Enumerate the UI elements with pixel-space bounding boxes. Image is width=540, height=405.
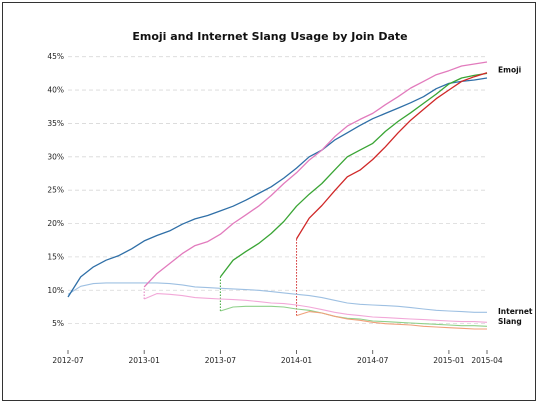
x-tick-label: 2013-07 [205, 356, 237, 365]
series-end-label: Slang [498, 317, 522, 326]
series-end-label: Emoji [498, 66, 521, 75]
y-tick-label: 35% [47, 119, 64, 128]
x-tick-label: 2014-07 [357, 356, 389, 365]
y-tick-label: 30% [47, 152, 64, 161]
y-tick-label: 10% [47, 286, 64, 295]
x-tick-label: 2015-01 [433, 356, 465, 365]
chart-frame [2, 2, 536, 401]
series-line-emoji [67, 77, 488, 298]
chart-title: Emoji and Internet Slang Usage by Join D… [132, 30, 408, 43]
y-tick-label: 45% [47, 52, 64, 61]
series-line-emoji [295, 72, 488, 240]
y-tick-label: 5% [52, 319, 64, 328]
series-line-slang [143, 293, 488, 323]
series-end-label: Internet [498, 307, 533, 316]
series-line-slang [296, 311, 487, 330]
x-tick-label: 2013-01 [129, 356, 161, 365]
series-line-slang [220, 305, 488, 327]
series-line-slang [67, 282, 487, 313]
y-tick-label: 40% [47, 86, 64, 95]
series-line-emoji [219, 72, 488, 278]
x-tick-label: 2012-07 [52, 356, 84, 365]
y-tick-label: 20% [47, 219, 64, 228]
x-tick-label: 2015-04 [471, 356, 503, 365]
series-line-emoji [143, 61, 488, 288]
x-tick-label: 2014-01 [281, 356, 313, 365]
y-tick-label: 15% [47, 252, 64, 261]
y-tick-label: 25% [47, 186, 64, 195]
